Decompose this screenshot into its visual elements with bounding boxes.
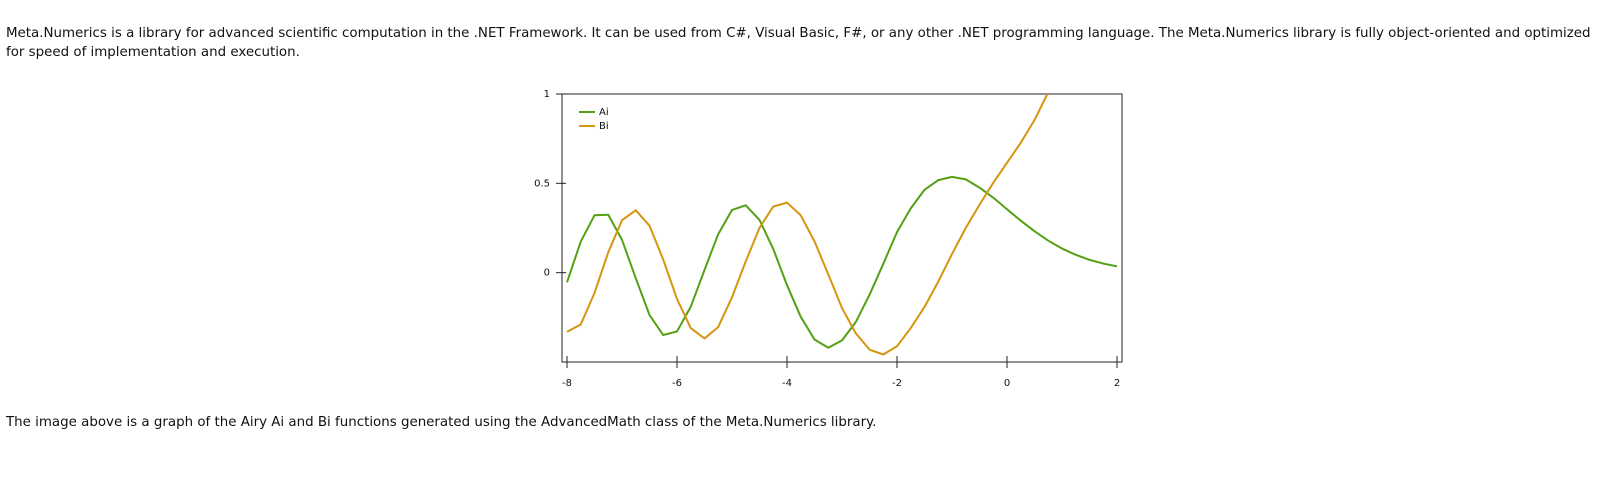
- legend-label: Bi: [599, 121, 609, 132]
- series-line: [566, 94, 1049, 356]
- x-tick-label: 2: [1114, 378, 1120, 389]
- intro-text: Meta.Numerics is a library for advanced …: [6, 26, 1591, 60]
- y-tick-label: 0.5: [534, 178, 550, 189]
- chart: 0 0.5 1 -8 -6 -4 -2 0 2 Ai Bi: [534, 89, 1123, 389]
- plot-area: [566, 94, 1118, 356]
- y-tick-label: 0: [544, 268, 550, 279]
- caption-text: The image above is a graph of the Airy A…: [6, 415, 877, 430]
- legend-label: Ai: [599, 107, 609, 118]
- x-tick-label: -4: [782, 378, 792, 389]
- x-tick-label: -2: [892, 378, 902, 389]
- y-tick-label: 1: [544, 89, 550, 100]
- x-tick-label: -8: [562, 378, 572, 389]
- series-line: [566, 175, 1118, 349]
- x-tick-label: -6: [672, 378, 682, 389]
- plot-frame: [561, 93, 1123, 363]
- x-tick-label: 0: [1004, 378, 1010, 389]
